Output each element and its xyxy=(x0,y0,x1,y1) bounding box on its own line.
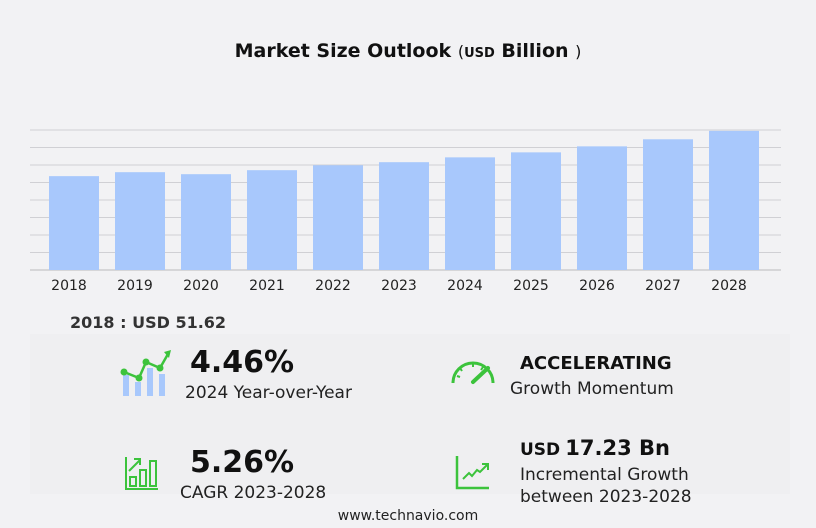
x-tick-label: 2026 xyxy=(579,278,615,294)
bar-2018 xyxy=(49,176,99,270)
x-tick-label: 2023 xyxy=(381,278,417,294)
bar-2024 xyxy=(445,157,495,270)
growth-chart-icon xyxy=(120,350,171,396)
x-tick-label: 2025 xyxy=(513,278,549,294)
cagr-icon xyxy=(125,457,158,490)
incremental-label: Incremental Growth xyxy=(520,465,689,485)
footer-url: www.technavio.com xyxy=(337,508,479,524)
speedometer-icon xyxy=(451,361,495,384)
bar-2022 xyxy=(313,165,363,270)
bar-2021 xyxy=(247,170,297,270)
bar-2028 xyxy=(709,130,759,270)
bar-2027 xyxy=(643,139,693,270)
incremental-growth-icon xyxy=(455,456,489,490)
x-tick-label: 2022 xyxy=(315,278,351,294)
x-tick-label: 2024 xyxy=(447,278,483,294)
bar-2020 xyxy=(181,174,231,270)
chart-title: Market Size Outlook (USD Billion ) xyxy=(0,40,816,62)
bar-2026 xyxy=(577,146,627,270)
incremental-prefix: USD xyxy=(520,440,561,460)
paren: ) xyxy=(575,42,582,61)
incremental-value: 17.23 Bn xyxy=(565,436,670,460)
title-main: Market Size Outlook xyxy=(234,40,452,62)
bar-2025 xyxy=(511,152,561,270)
title-unit: USD xyxy=(464,46,495,61)
bar-2023 xyxy=(379,162,429,270)
bar-2019 xyxy=(115,172,165,270)
x-tick-label: 2018 xyxy=(51,278,87,294)
x-tick-label: 2019 xyxy=(117,278,153,294)
x-tick-label: 2020 xyxy=(183,278,219,294)
cagr-value: 5.26% xyxy=(190,445,295,480)
cagr-label: CAGR 2023-2028 xyxy=(180,483,327,503)
yoy-label: 2024 Year-over-Year xyxy=(185,383,352,403)
momentum-value: ACCELERATING xyxy=(520,353,672,374)
x-tick-label: 2021 xyxy=(249,278,285,294)
x-tick-label: 2028 xyxy=(711,278,747,294)
incremental-period: between 2023-2028 xyxy=(520,487,692,507)
yoy-value: 4.46% xyxy=(190,345,295,380)
momentum-label: Growth Momentum xyxy=(510,379,674,399)
paren: ( xyxy=(457,42,465,61)
x-tick-label: 2027 xyxy=(645,278,681,294)
bar-chart: 2018 2019 2020 2021 2022 2023 2024 2025 2026 2027… xyxy=(30,129,781,294)
title-unit-word: Billion xyxy=(501,40,569,62)
first-year-value: 2018 : USD 51.62 xyxy=(70,313,227,332)
